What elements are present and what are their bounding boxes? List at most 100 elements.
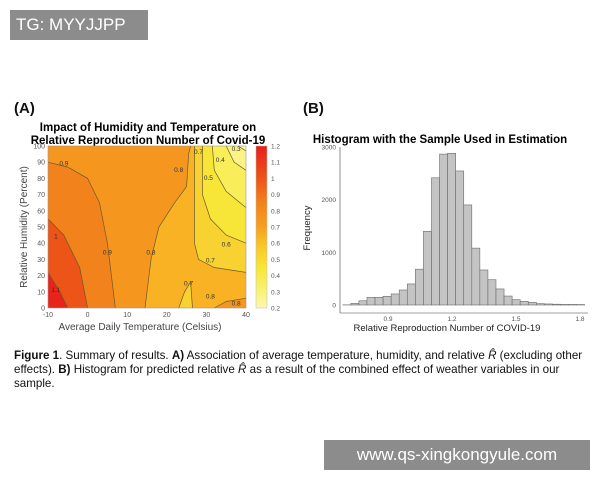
- y-tick-label: 100: [33, 144, 45, 151]
- contour-label: 0.9: [103, 250, 112, 257]
- contour-line: [47, 218, 88, 309]
- colorbar-tick-label: 0.7: [271, 225, 280, 232]
- caption-rhat: R̂: [488, 349, 497, 362]
- contour-line: [225, 145, 247, 171]
- histogram-bar: [471, 247, 481, 306]
- y-tick-label: 0: [332, 303, 336, 310]
- colorbar-tick-label: 1: [271, 176, 275, 183]
- histogram-bar: [544, 303, 553, 306]
- contour-label: 0.9: [59, 160, 68, 167]
- histogram-bar: [447, 153, 456, 306]
- colorbar-tick-label: 0.5: [271, 257, 280, 264]
- contour-region: [48, 272, 68, 308]
- contour-line: [214, 297, 247, 309]
- contour-line: [211, 145, 247, 208]
- contour-ylabel: Relative Humidity (Percent): [19, 166, 30, 288]
- histogram-bar: [479, 269, 489, 306]
- contour-label: 0.4: [216, 157, 225, 164]
- histogram-bar: [423, 230, 432, 306]
- colorbar-tick-label: 0.2: [271, 306, 280, 313]
- histogram-bar: [463, 204, 473, 306]
- colorbar-tick-label: 0.9: [271, 192, 280, 199]
- caption-rhat: R̂: [238, 363, 247, 376]
- y-tick-label: 90: [37, 160, 45, 167]
- y-tick-label: 10: [37, 289, 45, 296]
- colorbar-tick-label: 0.6: [271, 241, 280, 248]
- contour-label: 0.5: [204, 175, 213, 182]
- histogram-bar: [552, 303, 561, 306]
- panel-b-label: (B): [303, 100, 324, 117]
- x-tick-label: -10: [43, 312, 53, 319]
- figure-svg: Impact of Humidity and Temperature on Re…: [19, 122, 588, 334]
- caption-b: B): [58, 363, 71, 376]
- y-tick-label: 40: [37, 241, 45, 248]
- caption-a: A): [171, 349, 185, 362]
- contour-line: [237, 145, 247, 152]
- x-tick-label: 1.2: [447, 316, 456, 323]
- y-tick-label: 2000: [322, 197, 337, 204]
- y-tick-label: 0: [41, 306, 45, 313]
- histogram-bar: [415, 268, 424, 306]
- contour-xlabel: Average Daily Temperature (Celsius): [58, 322, 221, 333]
- contour-label: 0.3: [232, 146, 241, 153]
- histogram-bar: [560, 304, 569, 306]
- histogram-bar: [519, 301, 529, 306]
- y-tick-label: 1000: [322, 250, 337, 257]
- x-tick-label: 10: [123, 312, 131, 319]
- histogram-bar: [366, 297, 376, 306]
- y-tick-label: 3000: [322, 145, 337, 152]
- histogram-bar: [487, 279, 497, 306]
- colorbar-tick-label: 1.2: [271, 144, 280, 151]
- figure-caption: Figure 1. Summary of results. A) Associa…: [14, 349, 589, 391]
- contour-label: 0.7: [184, 280, 193, 287]
- caption-text: as a result of the combined effect of we…: [14, 363, 560, 390]
- contour-label: 1.1: [51, 287, 60, 294]
- panel-a-label: (A): [14, 100, 35, 117]
- y-tick-label: 60: [37, 208, 45, 215]
- contour-label: 0.6: [222, 241, 231, 248]
- colorbar: [255, 145, 268, 309]
- histogram-title: Histogram with the Sample Used in Estima…: [313, 134, 567, 146]
- contour-line: [47, 272, 69, 309]
- histogram-bar: [439, 153, 448, 306]
- contour-region: [178, 282, 193, 308]
- histogram-bar: [495, 288, 505, 306]
- contour-line: [202, 146, 247, 244]
- caption-text: Association of average temperature, humi…: [184, 349, 489, 362]
- x-tick-label: 1.8: [575, 316, 584, 323]
- contour-title-2: Relative Reproduction Number of Covid-19: [31, 135, 266, 147]
- histogram-bar: [503, 295, 513, 306]
- x-tick-label: 0: [86, 312, 90, 319]
- contour-label: 0.7: [194, 149, 203, 156]
- x-tick-label: 20: [163, 312, 171, 319]
- contour-line: [178, 280, 193, 309]
- caption-text: Histogram for predicted relative: [70, 363, 239, 376]
- colorbar-tick-label: 0.3: [271, 289, 280, 296]
- histogram-ylabel: Frequency: [302, 205, 313, 250]
- contour-label: 0.8: [146, 250, 155, 257]
- contour-line: [47, 161, 116, 309]
- contour-label: 0.8: [232, 301, 241, 308]
- caption-fig: Figure 1: [14, 349, 60, 362]
- caption-text: . Summary of results.: [59, 349, 172, 362]
- watermark-bottom: www.qs-xingkongyule.com: [324, 440, 590, 470]
- contour-label: 0.8: [174, 167, 183, 174]
- histogram-bar: [527, 302, 537, 306]
- contour-line: [194, 146, 247, 273]
- x-tick-label: 1.5: [511, 316, 520, 323]
- x-tick-label: 0.9: [383, 316, 392, 323]
- colorbar-tick-label: 0.4: [271, 273, 280, 280]
- histogram-bar: [358, 300, 368, 306]
- watermark-top: TG: MYYJJPP: [10, 10, 148, 40]
- contour-title-1: Impact of Humidity and Temperature on: [40, 122, 256, 134]
- histogram-bar: [431, 177, 440, 306]
- y-tick-label: 30: [37, 257, 45, 264]
- x-tick-label: 40: [242, 312, 250, 319]
- contour-plot: Impact of Humidity and Temperature on Re…: [19, 122, 280, 333]
- histogram: Histogram with the Sample Used in Estima…: [302, 134, 588, 334]
- histogram-bar: [568, 304, 577, 306]
- caption-text: (excluding other effects).: [14, 349, 583, 376]
- histogram-bar: [350, 303, 360, 306]
- histogram-bar: [511, 299, 521, 306]
- colorbar-tick-label: 1.1: [271, 160, 280, 167]
